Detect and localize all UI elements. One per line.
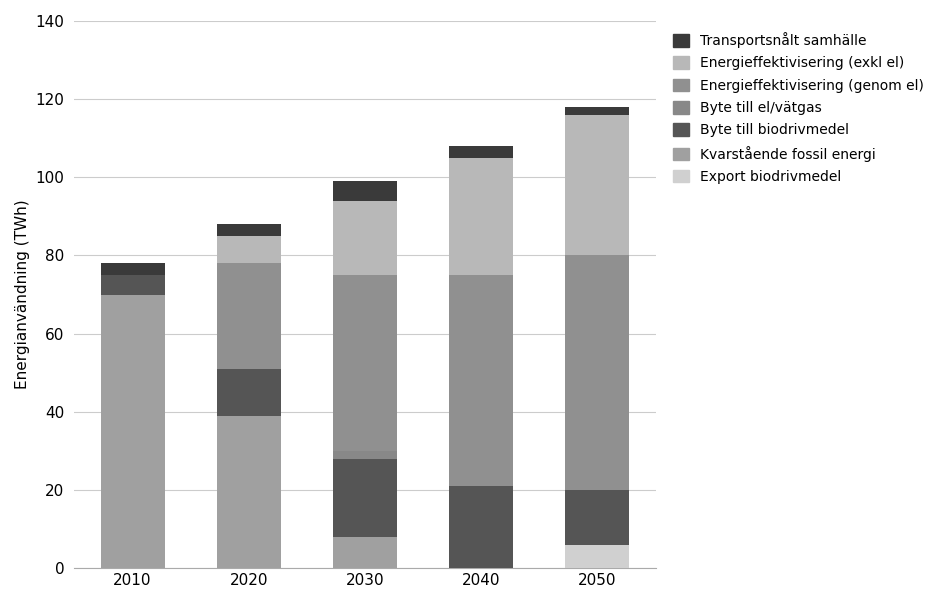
Bar <box>216 264 280 369</box>
Bar <box>332 459 396 537</box>
Bar <box>565 490 629 545</box>
Bar <box>448 146 513 158</box>
Y-axis label: Energianvändning (TWh): Energianvändning (TWh) <box>15 200 30 390</box>
Bar <box>448 275 513 486</box>
Bar <box>332 201 396 275</box>
Bar <box>332 537 396 568</box>
Bar <box>448 486 513 568</box>
Bar <box>448 158 513 275</box>
Bar <box>332 451 396 459</box>
Bar <box>100 264 164 275</box>
Bar <box>332 182 396 201</box>
Bar <box>216 369 280 415</box>
Bar <box>565 256 629 490</box>
Bar <box>100 295 164 568</box>
Bar <box>565 545 629 568</box>
Bar <box>565 107 629 115</box>
Bar <box>100 275 164 295</box>
Bar <box>216 415 280 568</box>
Bar <box>332 275 396 451</box>
Bar <box>216 224 280 236</box>
Bar <box>565 115 629 256</box>
Bar <box>216 236 280 264</box>
Legend: Transportsnålt samhälle, Energieffektivisering (exkl el), Energieffektivisering : Transportsnålt samhälle, Energieffektivi… <box>667 28 928 188</box>
